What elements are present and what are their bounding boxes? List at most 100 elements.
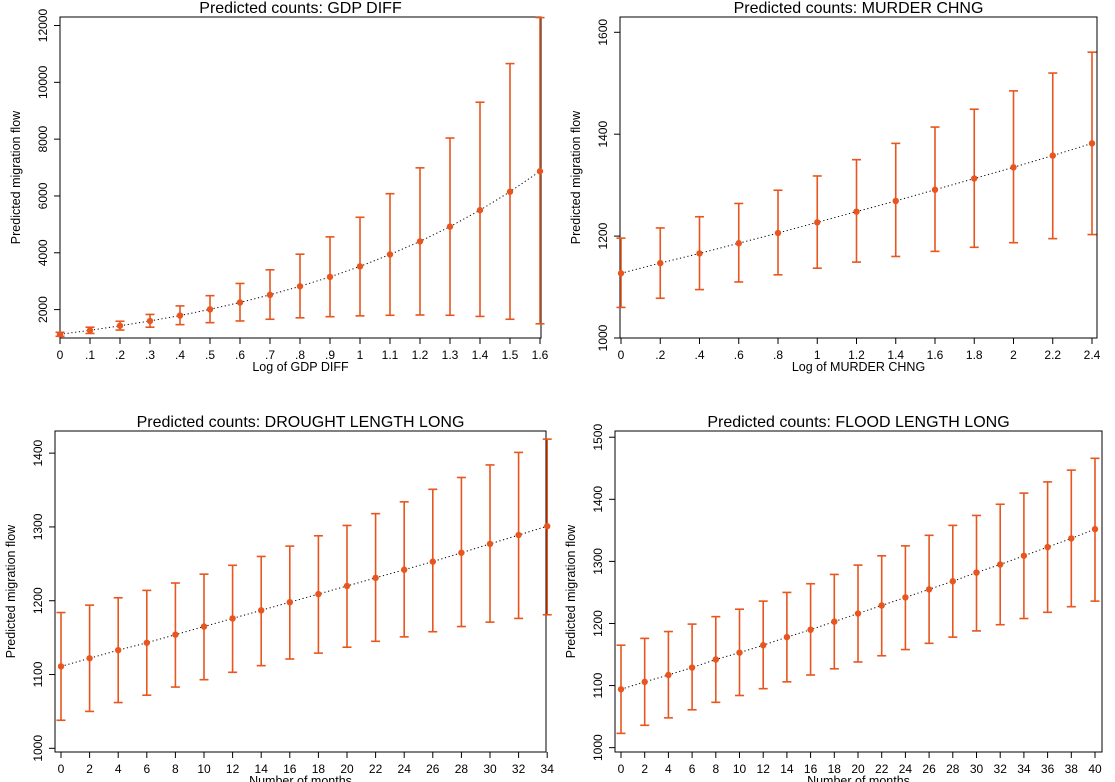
data-point (236, 299, 244, 306)
x-axis-label: Number of months (807, 774, 910, 782)
data-point (476, 206, 484, 214)
data-point (657, 259, 664, 267)
y-tick-label: 1500 (591, 424, 605, 451)
data-point (515, 531, 522, 539)
y-axis-label: Predicted migration flow (9, 110, 23, 244)
data-point (286, 599, 293, 606)
chart-title: Predicted counts: MURDER CHNG (734, 0, 984, 17)
x-tick-label: 6 (143, 762, 150, 776)
y-axis-label: Predicted migration flow (564, 524, 578, 658)
x-tick-label: .1 (85, 348, 95, 362)
data-point (925, 586, 933, 593)
data-point (1091, 525, 1099, 533)
x-tick-label: 38 (1065, 762, 1079, 776)
x-axis-label: Number of months (249, 774, 352, 782)
x-tick-label: 24 (398, 762, 412, 776)
x-tick-label: 1.2 (848, 348, 865, 362)
x-tick-label: 0 (57, 348, 64, 362)
x-tick-label: .9 (325, 348, 335, 362)
data-point (506, 188, 514, 195)
data-point (315, 590, 322, 598)
data-point (172, 631, 179, 638)
y-tick-label: 1200 (596, 222, 610, 249)
data-point (1010, 164, 1017, 171)
x-tick-label: 2 (641, 762, 648, 776)
x-tick-label: 24 (899, 762, 913, 776)
x-tick-label: .4 (694, 348, 704, 362)
data-point (176, 312, 184, 319)
x-tick-label: .4 (175, 348, 185, 362)
data-point (641, 678, 648, 686)
x-tick-label: .6 (734, 348, 744, 362)
x-tick-label: 1.5 (502, 348, 519, 362)
x-tick-label: 32 (994, 762, 1008, 776)
data-point (617, 270, 625, 277)
x-tick-label: 1.2 (412, 348, 429, 362)
x-tick-label: .8 (295, 348, 305, 362)
data-point (401, 566, 408, 573)
y-tick-label: 8000 (36, 125, 50, 152)
x-axis-label: Log of GDP DIFF (252, 360, 349, 374)
y-tick-label: 1200 (591, 610, 605, 637)
data-point (458, 549, 465, 556)
x-tick-label: 1.4 (887, 348, 904, 362)
x-tick-label: 34 (541, 762, 555, 776)
x-tick-label: 26 (426, 762, 440, 776)
x-tick-label: 1.6 (927, 348, 944, 362)
y-tick-label: 2000 (36, 296, 50, 323)
x-tick-label: 10 (197, 762, 211, 776)
data-point (831, 618, 838, 625)
x-tick-label: .6 (235, 348, 245, 362)
data-point (783, 633, 791, 641)
data-point (356, 263, 364, 270)
x-tick-label: 34 (1017, 762, 1031, 776)
y-tick-label: 12000 (36, 9, 50, 43)
y-tick-label: 1000 (591, 734, 605, 761)
x-tick-label: 30 (970, 762, 984, 776)
y-tick-label: 1000 (596, 324, 610, 351)
x-tick-label: 2.4 (1084, 348, 1101, 362)
data-point (1068, 535, 1075, 542)
data-point (416, 238, 424, 245)
data-point (386, 251, 394, 258)
y-tick-label: 1100 (31, 661, 45, 687)
x-tick-label: 14 (255, 762, 269, 776)
x-tick-label: 8 (712, 762, 719, 776)
x-tick-label: 0 (618, 348, 625, 362)
x-tick-label: 1.8 (966, 348, 983, 362)
data-point (116, 322, 124, 329)
data-point (86, 327, 94, 334)
x-tick-label: .5 (205, 348, 215, 362)
x-tick-label: 6 (689, 762, 696, 776)
data-point (486, 540, 494, 548)
chart-title: Predicted counts: GDP DIFF (199, 0, 402, 17)
data-point (536, 168, 544, 175)
data-point (617, 686, 625, 693)
x-tick-label: 18 (828, 762, 842, 776)
data-point (258, 607, 265, 614)
data-point (949, 578, 956, 585)
x-tick-label: 2 (1010, 348, 1017, 362)
data-point (892, 197, 899, 205)
data-point (1044, 543, 1051, 551)
chart-title: Predicted counts: DROUGHT LENGTH LONG (137, 414, 465, 431)
data-point (266, 291, 274, 299)
x-tick-label: 2 (86, 762, 93, 776)
x-tick-label: 20 (340, 762, 354, 776)
data-point (665, 671, 672, 679)
y-tick-label: 1400 (31, 439, 45, 466)
y-axis-label: Predicted migration flow (4, 524, 18, 658)
data-point (429, 558, 436, 565)
data-point (712, 656, 719, 663)
y-tick-label: 4000 (36, 239, 50, 266)
x-tick-label: 1.3 (442, 348, 459, 362)
y-tick-label: 1400 (596, 121, 610, 148)
data-point (544, 522, 551, 530)
x-tick-label: 1.6 (532, 348, 549, 362)
x-tick-label: 14 (780, 762, 794, 776)
x-tick-label: 40 (1088, 762, 1102, 776)
data-point (343, 582, 351, 590)
x-tick-label: 28 (946, 762, 960, 776)
x-tick-label: 18 (312, 762, 326, 776)
